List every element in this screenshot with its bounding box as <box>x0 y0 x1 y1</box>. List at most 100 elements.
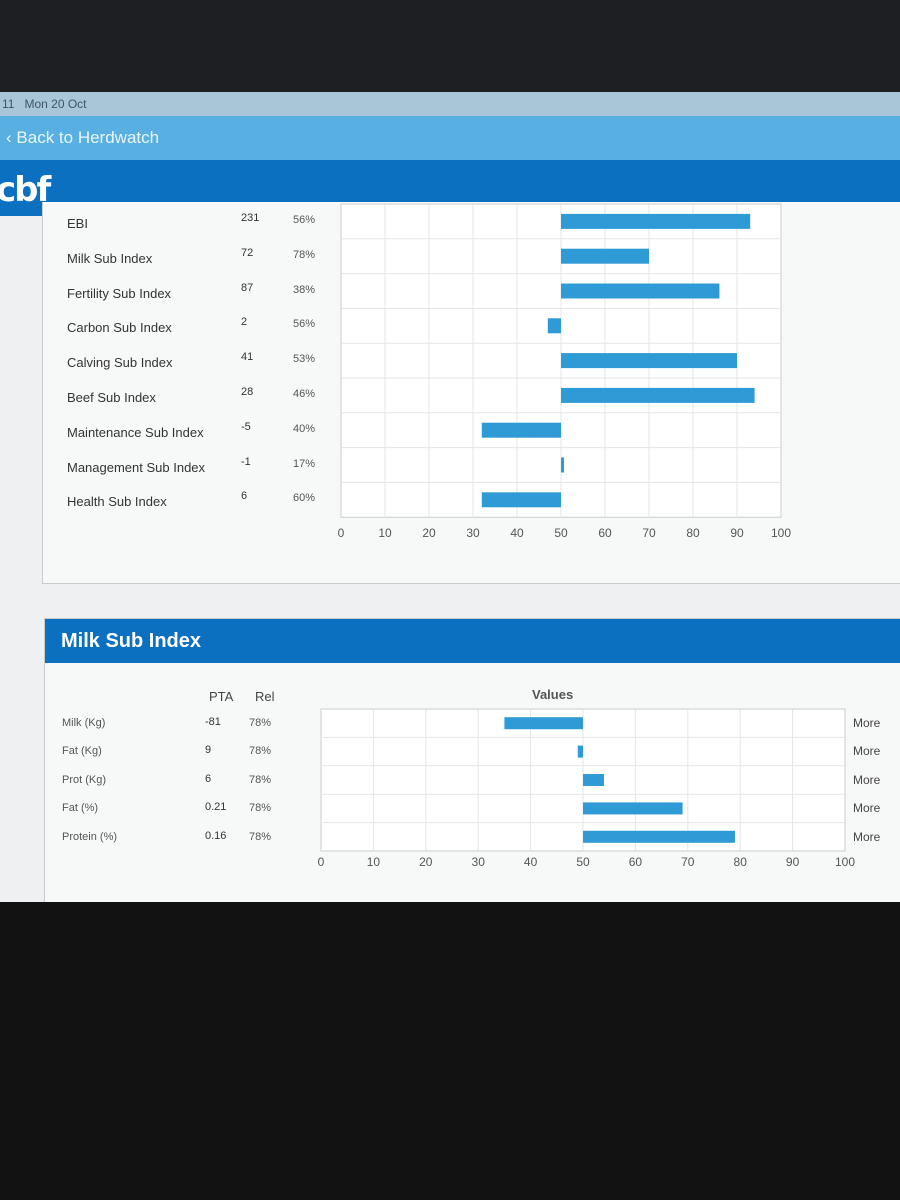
x-tick-label: 50 <box>576 855 590 869</box>
milk-chart: 0 10 20 30 40 50 60 70 80 90 100 <box>318 708 855 869</box>
milk-row-pta: -81 <box>205 716 221 728</box>
ebi-row-value: 231 <box>241 212 260 224</box>
x-tick-label: 90 <box>786 855 800 869</box>
status-time: 11 <box>2 97 15 111</box>
milk-row-pta: 0.16 <box>205 829 227 842</box>
x-tick-label: 0 <box>318 855 325 869</box>
status-date: Mon 20 Oct <box>24 97 87 111</box>
ebi-row-value: -1 <box>241 455 251 468</box>
ebi-row-label: Fertility Sub Index <box>67 285 172 301</box>
milk-row-label: Fat (%) <box>62 802 99 815</box>
more-link[interactable]: More <box>853 716 881 730</box>
ebi-row-label: EBI <box>67 216 88 231</box>
chart-bar <box>561 283 720 299</box>
milk-row-rel: 78% <box>249 745 272 758</box>
values-title: Values <box>532 687 574 702</box>
chart-bar <box>583 774 604 786</box>
back-link[interactable]: ‹ Back to Herdwatch <box>0 116 900 160</box>
x-tick-label: 90 <box>730 526 744 540</box>
ebi-panel: EBI 231 56% Milk Sub Index 72 78% Fertility Su… <box>42 202 900 584</box>
ebi-row-reliability: 17% <box>293 457 316 470</box>
milk-row-rel: 78% <box>249 830 272 843</box>
ebi-row-reliability: 38% <box>293 283 316 296</box>
ebi-row-reliability: 78% <box>293 248 316 261</box>
milk-row-pta: 6 <box>205 772 212 785</box>
x-tick-label: 40 <box>524 855 538 869</box>
chart-bar <box>504 717 583 730</box>
ebi-row-value: 87 <box>241 281 254 294</box>
x-tick-label: 100 <box>835 855 855 869</box>
back-link-label: Back to Herdwatch <box>16 128 160 147</box>
col-header-pta: PTA <box>209 689 234 704</box>
col-header-rel: Rel <box>255 689 275 704</box>
x-tick-label: 50 <box>554 526 568 540</box>
x-tick-label: 80 <box>686 526 700 540</box>
ebi-row-label: Maintenance Sub Index <box>67 424 204 440</box>
chart-bar <box>577 745 583 758</box>
chart-bar <box>561 353 737 369</box>
milk-section-title: Milk Sub Index <box>45 619 900 663</box>
chart-bar <box>583 830 735 843</box>
ebi-row-value: 41 <box>241 351 254 364</box>
monitor-bezel-top <box>0 0 900 92</box>
status-bar: 11 Mon 20 Oct <box>0 92 900 116</box>
milk-sub-index-panel: Milk Sub Index PTA Rel Values Milk (Kg) -… <box>44 618 900 902</box>
ebi-row-reliability: 56% <box>293 214 316 226</box>
chevron-left-icon: ‹ <box>6 128 12 147</box>
ebi-row-reliability: 56% <box>293 318 316 331</box>
chart-bar <box>481 422 561 438</box>
ebi-row-value: 6 <box>241 490 248 503</box>
ebi-row-reliability: 46% <box>293 388 316 400</box>
x-tick-label: 70 <box>642 526 656 540</box>
x-tick-label: 70 <box>681 855 695 869</box>
ebi-row-label: Carbon Sub Index <box>67 320 172 336</box>
milk-row-label: Fat (Kg) <box>62 745 102 758</box>
x-tick-label: 20 <box>419 855 433 869</box>
x-tick-label: 100 <box>771 526 791 540</box>
ebi-row-reliability: 60% <box>293 492 316 505</box>
milk-row-rel: 78% <box>249 802 272 815</box>
chart-bar <box>561 387 755 403</box>
x-tick-label: 60 <box>598 526 612 540</box>
chart-bar <box>561 457 564 473</box>
chart-bar <box>481 492 561 508</box>
more-link[interactable]: More <box>853 801 881 816</box>
milk-row-pta: 0.21 <box>205 801 227 814</box>
monitor-bezel-bottom <box>0 902 900 1200</box>
ebi-row-value: 2 <box>241 316 248 329</box>
ebi-row-label: Milk Sub Index <box>67 250 153 266</box>
app-screen: 11 Mon 20 Oct ‹ Back to Herdwatch cbf EB… <box>0 92 900 902</box>
ebi-row-value: 28 <box>241 386 254 398</box>
x-tick-label: 80 <box>734 855 748 869</box>
milk-row-rel: 78% <box>249 773 272 786</box>
chart-bar <box>547 318 561 334</box>
x-tick-label: 0 <box>338 526 345 540</box>
ebi-row-value: 72 <box>241 246 254 259</box>
more-link[interactable]: More <box>853 772 881 787</box>
milk-row-label: Protein (%) <box>62 830 118 843</box>
x-tick-label: 40 <box>510 526 524 540</box>
milk-row-pta: 9 <box>205 744 212 757</box>
x-tick-label: 60 <box>629 855 643 869</box>
x-tick-label: 30 <box>472 855 486 869</box>
ebi-row-reliability: 53% <box>293 353 316 366</box>
milk-row-label: Milk (Kg) <box>62 717 106 729</box>
chart-bar <box>561 213 751 229</box>
x-tick-label: 20 <box>422 526 436 540</box>
x-tick-label: 30 <box>466 526 480 540</box>
ebi-row-label: Beef Sub Index <box>67 390 156 405</box>
milk-row-label: Prot (Kg) <box>62 773 107 786</box>
more-link[interactable]: More <box>853 829 881 844</box>
ebi-row-label: Calving Sub Index <box>67 355 173 371</box>
ebi-row-label: Management Sub Index <box>67 459 206 475</box>
milk-row-rel: 78% <box>249 717 272 729</box>
ebi-row-reliability: 40% <box>293 422 316 435</box>
x-tick-label: 10 <box>367 855 381 869</box>
x-tick-label: 10 <box>378 526 392 540</box>
chart-bar <box>561 248 649 264</box>
ebi-chart: 0 10 20 30 40 50 60 70 80 90 100 <box>338 203 791 540</box>
chart-bar <box>583 802 683 815</box>
ebi-row-label: Health Sub Index <box>67 494 167 510</box>
more-link[interactable]: More <box>853 744 881 759</box>
ebi-row-value: -5 <box>241 420 251 433</box>
